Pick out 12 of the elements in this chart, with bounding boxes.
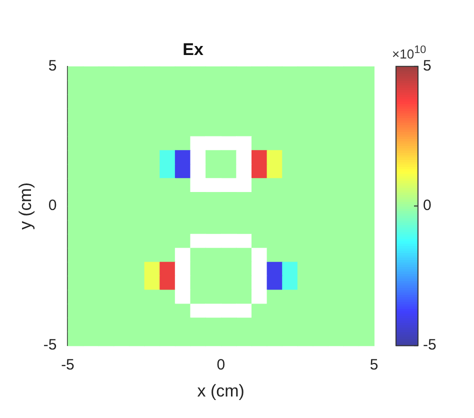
x-tick-label: 5 [370,356,378,374]
y-tick-label: -5 [43,336,57,354]
color-bar-label: -5 [423,336,436,354]
y-axis-title: y (cm) [16,182,35,230]
x-tick-label: -5 [61,356,74,374]
color-bar-label: 5 [423,58,432,75]
color-bar-label: 0 [423,197,432,214]
x-axis-title: x (cm) [197,381,244,400]
chart-title: Ex [182,40,204,59]
y-tick-label: 5 [48,58,57,75]
y-tick-label: 0 [48,197,57,214]
x-tick-label: 0 [216,356,226,374]
